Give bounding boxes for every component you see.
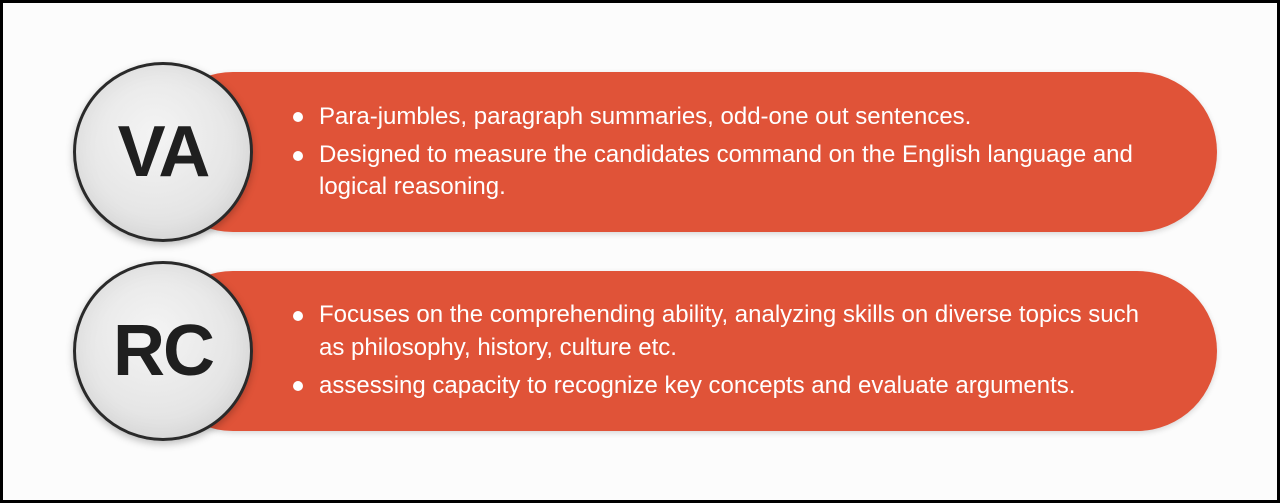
row-va: Para-jumbles, paragraph summaries, odd-o… [43,67,1237,237]
badge-circle-rc: RC [73,261,253,441]
badge-circle-va: VA [73,62,253,242]
bullet-item: Focuses on the comprehending ability, an… [293,299,1167,364]
bullet-item: Designed to measure the candidates comma… [293,139,1167,204]
bullet-item: Para-jumbles, paragraph summaries, odd-o… [293,101,1167,133]
row-rc: Focuses on the comprehending ability, an… [43,266,1237,436]
badge-label-rc: RC [113,310,213,392]
badge-label-va: VA [118,111,209,193]
pill-va: Para-jumbles, paragraph summaries, odd-o… [153,72,1217,232]
pill-rc: Focuses on the comprehending ability, an… [153,271,1217,431]
bullet-item: assessing capacity to recognize key conc… [293,370,1167,402]
bullet-list-rc: Focuses on the comprehending ability, an… [293,293,1167,408]
bullet-list-va: Para-jumbles, paragraph summaries, odd-o… [293,95,1167,210]
infographic-frame: Para-jumbles, paragraph summaries, odd-o… [0,0,1280,503]
